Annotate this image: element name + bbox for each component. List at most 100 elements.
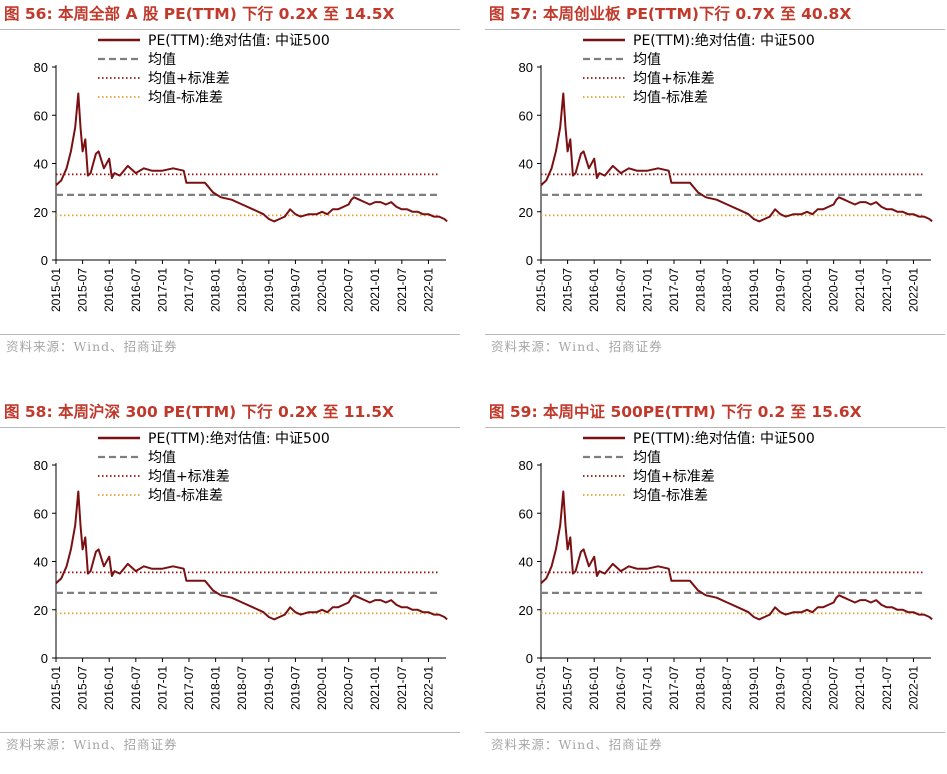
source-note: 资料来源：Wind、招商证券 xyxy=(491,339,663,354)
x-tick-label: 2020-07 xyxy=(342,666,356,710)
legend-plus-sd-label: 均值+标准差 xyxy=(148,71,230,87)
y-tick-label: 20 xyxy=(519,205,533,220)
x-tick-label: 2016-07 xyxy=(129,666,143,710)
x-tick-label: 2018-07 xyxy=(720,666,734,710)
x-tick-label: 2021-01 xyxy=(853,268,867,312)
legend-pe-label: PE(TTM):绝对估值: 中证500 xyxy=(148,431,330,447)
chart-title: 图 57: 本周创业板 PE(TTM)下行 0.7X 至 40.8X xyxy=(489,5,852,23)
chart-panel-58: 图 58: 本周沪深 300 PE(TTM) 下行 0.2X 至 11.5X 0… xyxy=(0,398,462,774)
y-tick-label: 40 xyxy=(34,555,48,570)
y-tick-label: 60 xyxy=(34,108,48,123)
y-tick-label: 80 xyxy=(34,60,48,75)
legend-pe-label: PE(TTM):绝对估值: 中证500 xyxy=(633,33,815,49)
line-chart: 0 20 40 60 80 2015-01 2015-07 2016-01 2016-07 201… xyxy=(34,33,448,312)
x-tick-label: 2021-07 xyxy=(880,666,894,710)
source-divider xyxy=(0,732,460,733)
y-tick-label: 20 xyxy=(519,603,533,618)
legend-mean-label: 均值 xyxy=(148,52,176,68)
y-tick-label: 40 xyxy=(519,157,533,172)
legend-minus-sd-label: 均值-标准差 xyxy=(633,90,708,106)
x-tick-label: 2017-07 xyxy=(182,666,196,710)
y-tick-label: 0 xyxy=(526,651,533,666)
y-tick-label: 80 xyxy=(34,458,48,473)
x-tick-label: 2020-01 xyxy=(315,268,329,312)
pe-series-line xyxy=(55,490,448,621)
x-tick-label: 2017-01 xyxy=(155,666,169,710)
chart-title: 图 56: 本周全部 A 股 PE(TTM) 下行 0.2X 至 14.5X xyxy=(4,5,395,23)
legend-mean-label: 均值 xyxy=(633,52,661,68)
x-tick-label: 2018-01 xyxy=(209,268,223,312)
x-tick-label: 2016-01 xyxy=(587,268,601,312)
y-tick-label: 0 xyxy=(526,253,533,268)
x-tick-label: 2021-01 xyxy=(368,666,382,710)
y-tick-label: 60 xyxy=(519,108,533,123)
y-tick-label: 80 xyxy=(519,458,533,473)
x-tick-label: 2019-01 xyxy=(747,666,761,710)
x-tick-label: 2016-07 xyxy=(614,666,628,710)
x-tick-label: 2018-07 xyxy=(235,666,249,710)
line-chart: 0 20 40 60 80 2015-01 2015-07 2016-01 2016-07 201… xyxy=(519,33,933,312)
x-tick-label: 2021-01 xyxy=(368,268,382,312)
x-tick-label: 2022-01 xyxy=(906,268,920,312)
legend-pe-label: PE(TTM):绝对估值: 中证500 xyxy=(633,431,815,447)
x-tick-label: 2017-07 xyxy=(182,268,196,312)
x-tick-label: 2015-01 xyxy=(49,268,63,312)
x-tick-label: 2015-07 xyxy=(76,268,90,312)
legend-mean-label: 均值 xyxy=(148,450,176,466)
x-tick-label: 2015-07 xyxy=(561,268,575,312)
x-tick-label: 2016-07 xyxy=(614,268,628,312)
x-tick-label: 2019-01 xyxy=(747,268,761,312)
x-tick-label: 2019-01 xyxy=(262,268,276,312)
source-divider xyxy=(485,732,945,733)
y-tick-label: 40 xyxy=(519,555,533,570)
x-tick-label: 2015-01 xyxy=(534,666,548,710)
x-tick-label: 2015-01 xyxy=(49,666,63,710)
x-tick-label: 2020-07 xyxy=(342,268,356,312)
x-tick-label: 2018-01 xyxy=(694,666,708,710)
x-tick-label: 2015-07 xyxy=(76,666,90,710)
source-note: 资料来源：Wind、招商证券 xyxy=(491,737,663,752)
legend-plus-sd-label: 均值+标准差 xyxy=(148,469,230,485)
title-divider xyxy=(485,29,945,30)
chart-panel-59: 图 59: 本周中证 500PE(TTM) 下行 0.2 至 15.6X 0 20… xyxy=(485,398,947,774)
chart-title: 图 59: 本周中证 500PE(TTM) 下行 0.2 至 15.6X xyxy=(489,403,862,421)
x-tick-label: 2020-07 xyxy=(827,666,841,710)
x-tick-label: 2016-01 xyxy=(102,268,116,312)
y-tick-label: 80 xyxy=(519,60,533,75)
x-tick-label: 2020-01 xyxy=(800,666,814,710)
x-tick-label: 2020-01 xyxy=(800,268,814,312)
x-tick-label: 2018-07 xyxy=(720,268,734,312)
x-tick-label: 2022-01 xyxy=(906,666,920,710)
x-tick-label: 2019-07 xyxy=(773,268,787,312)
title-divider xyxy=(0,29,460,30)
legend-minus-sd-label: 均值-标准差 xyxy=(633,488,708,504)
chart-title: 图 58: 本周沪深 300 PE(TTM) 下行 0.2X 至 11.5X xyxy=(4,403,394,421)
legend-mean-label: 均值 xyxy=(633,450,661,466)
legend-minus-sd-label: 均值-标准差 xyxy=(148,488,223,504)
legend-plus-sd-label: 均值+标准差 xyxy=(633,71,715,87)
x-tick-label: 2016-07 xyxy=(129,268,143,312)
x-tick-label: 2018-07 xyxy=(235,268,249,312)
y-tick-label: 20 xyxy=(34,205,48,220)
source-note: 资料来源：Wind、招商证券 xyxy=(6,339,178,354)
x-tick-label: 2019-01 xyxy=(262,666,276,710)
x-tick-label: 2017-01 xyxy=(640,268,654,312)
legend-minus-sd-label: 均值-标准差 xyxy=(148,90,223,106)
y-tick-label: 60 xyxy=(519,506,533,521)
chart-panel-57: 图 57: 本周创业板 PE(TTM)下行 0.7X 至 40.8X 0 20 40… xyxy=(485,0,947,376)
x-tick-label: 2016-01 xyxy=(587,666,601,710)
y-tick-label: 0 xyxy=(41,253,48,268)
title-divider xyxy=(485,427,945,428)
pe-series-line xyxy=(55,92,448,223)
legend-pe-label: PE(TTM):绝对估值: 中证500 xyxy=(148,33,330,49)
x-tick-label: 2016-01 xyxy=(102,666,116,710)
x-tick-label: 2017-07 xyxy=(667,666,681,710)
x-tick-label: 2017-07 xyxy=(667,268,681,312)
x-tick-label: 2019-07 xyxy=(773,666,787,710)
x-tick-label: 2018-01 xyxy=(694,268,708,312)
pe-series-line xyxy=(540,490,933,621)
y-tick-label: 20 xyxy=(34,603,48,618)
x-tick-label: 2017-01 xyxy=(640,666,654,710)
x-tick-label: 2021-07 xyxy=(395,666,409,710)
legend-plus-sd-label: 均值+标准差 xyxy=(633,469,715,485)
